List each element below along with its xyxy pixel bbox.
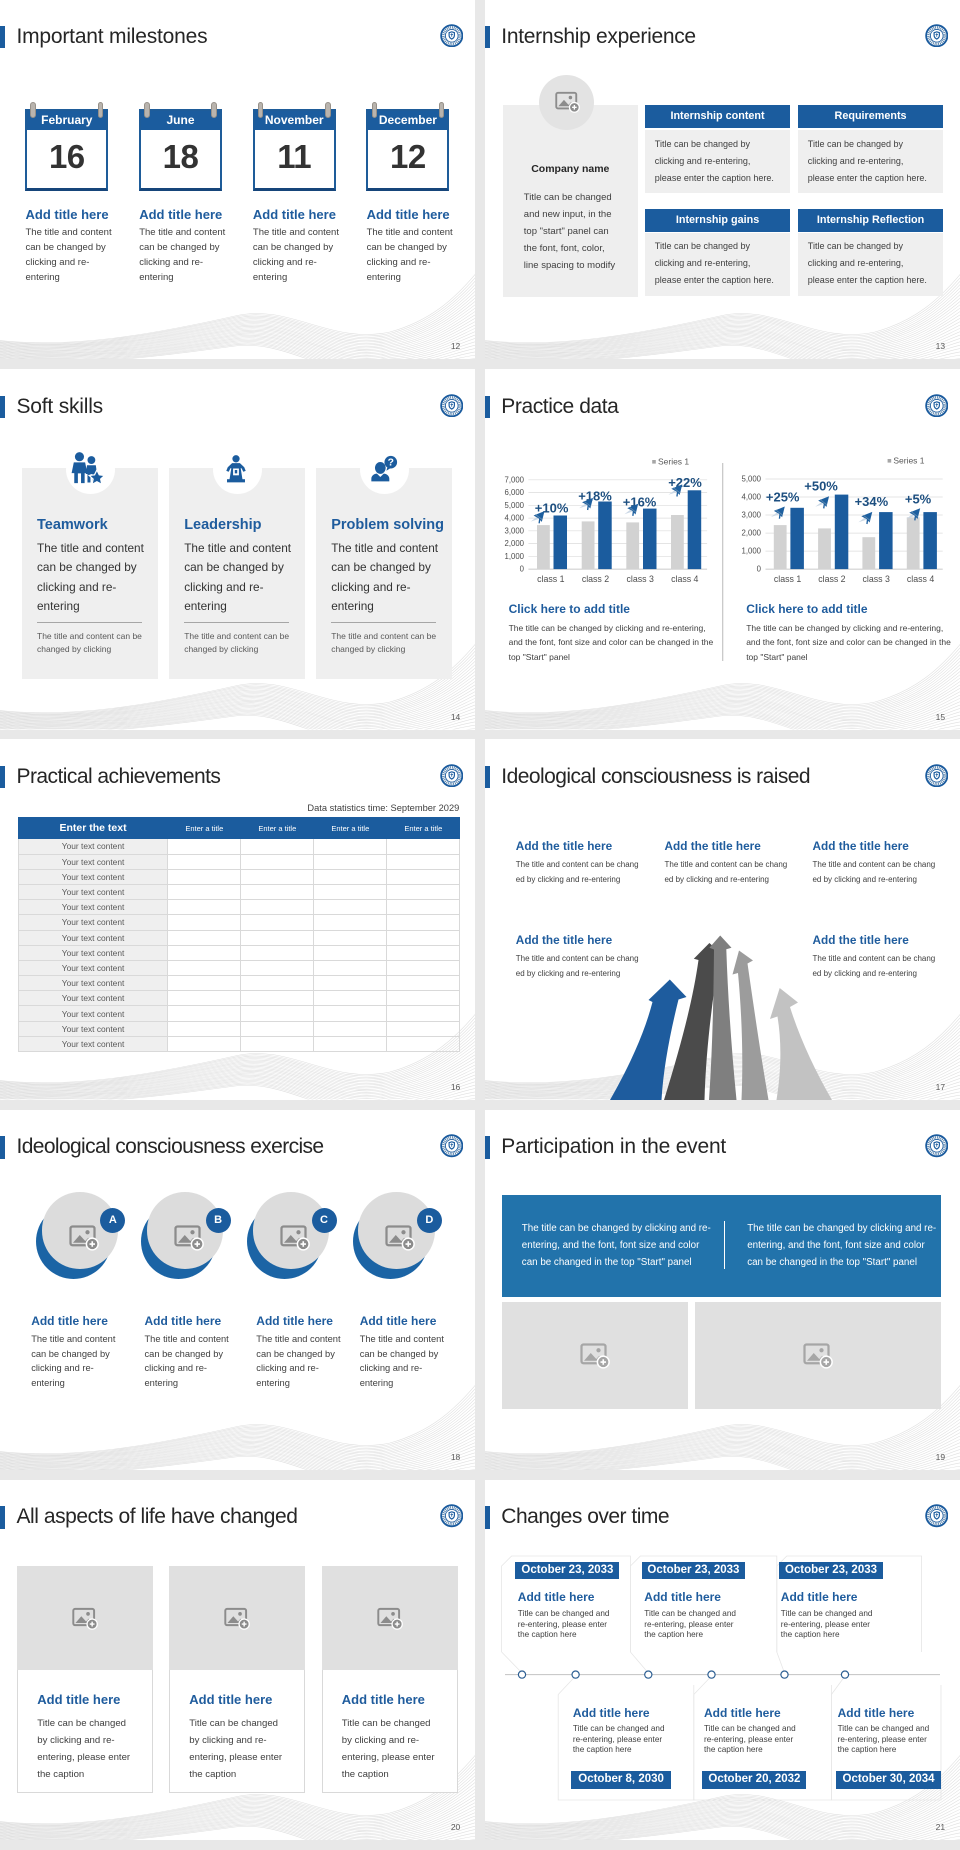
svg-text:Series 1: Series 1 [893,456,924,466]
svg-text:+18%: +18% [578,489,612,504]
svg-text:4,000: 4,000 [504,514,524,523]
svg-text:0: 0 [519,565,524,574]
svg-text:class 1: class 1 [537,574,564,584]
svg-text:class 4: class 4 [671,574,698,584]
svg-text:class 2: class 2 [582,574,609,584]
svg-text:class 1: class 1 [774,574,801,584]
svg-text:3,000: 3,000 [504,527,524,536]
svg-text:+25%: +25% [766,490,800,505]
svg-text:class 4: class 4 [907,574,934,584]
svg-text:2,000: 2,000 [741,529,761,538]
svg-text:3,000: 3,000 [741,511,761,520]
svg-text:4,000: 4,000 [741,493,761,502]
svg-text:+22%: +22% [668,475,702,490]
svg-text:+5%: +5% [905,492,932,507]
svg-text:class 3: class 3 [862,574,889,584]
svg-text:+34%: +34% [854,494,888,509]
svg-text:+16%: +16% [623,494,657,509]
svg-text:Series 1: Series 1 [658,457,689,467]
svg-text:6,000: 6,000 [504,488,524,497]
svg-text:5,000: 5,000 [741,475,761,484]
svg-text:class 3: class 3 [626,574,653,584]
svg-text:2,000: 2,000 [504,539,524,548]
svg-text:1,000: 1,000 [504,552,524,561]
svg-text:7,000: 7,000 [504,476,524,485]
svg-text:1,000: 1,000 [741,547,761,556]
svg-text:0: 0 [756,565,761,574]
svg-text:class 2: class 2 [818,574,845,584]
svg-text:5,000: 5,000 [504,501,524,510]
svg-text:+50%: +50% [804,479,838,494]
